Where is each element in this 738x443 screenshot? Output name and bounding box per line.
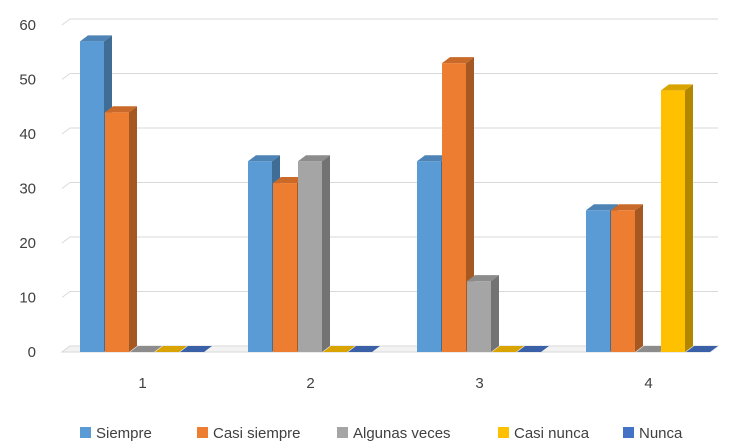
bar-top — [661, 84, 693, 91]
legend-item: Casi siempre — [197, 425, 301, 442]
y-tick-label: 0 — [28, 344, 36, 361]
bar-series-group — [80, 35, 718, 353]
bar-top — [517, 346, 549, 352]
bar-top — [442, 57, 474, 64]
legend-label: Nunca — [639, 425, 683, 442]
bar-top — [586, 204, 618, 211]
y-tick-label: 50 — [19, 72, 36, 89]
bar-side — [491, 275, 499, 352]
gridline-depth — [61, 291, 71, 298]
bar — [155, 346, 187, 352]
y-tick-label: 10 — [19, 290, 36, 307]
bar-front — [105, 112, 129, 352]
bar-front — [661, 90, 685, 353]
gridline-depth — [61, 73, 71, 80]
bar — [611, 204, 643, 352]
bar-side — [129, 106, 137, 352]
bar-top — [348, 346, 380, 352]
y-tick-label: 20 — [19, 235, 36, 252]
bar-top — [180, 346, 212, 352]
bar-side — [685, 84, 693, 353]
legend-item: Nunca — [623, 425, 683, 442]
bar-top — [323, 346, 355, 352]
x-category-label: 1 — [138, 375, 146, 392]
bar — [130, 346, 162, 352]
y-tick-label: 40 — [19, 126, 36, 143]
gridline-depth — [61, 236, 71, 244]
bar-top — [155, 346, 187, 352]
bar — [492, 346, 524, 352]
x-category-label: 3 — [475, 375, 483, 392]
legend-swatch — [337, 427, 348, 438]
bar — [298, 155, 330, 352]
bar-front — [467, 281, 491, 352]
bar-top — [467, 275, 499, 282]
bar — [636, 346, 668, 352]
bar — [323, 346, 355, 352]
bar-side — [322, 155, 330, 352]
legend-label: Algunas veces — [353, 425, 451, 442]
legend-swatch — [80, 427, 91, 438]
y-tick-label: 30 — [19, 181, 36, 198]
bar — [661, 84, 693, 353]
legend-item: Casi nunca — [498, 425, 590, 442]
bar-top — [130, 346, 162, 352]
legend-swatch — [498, 427, 509, 438]
gridline-depth — [61, 182, 71, 189]
legend-label: Casi siempre — [213, 425, 301, 442]
y-axis-tick-labels: 0 10 20 30 40 50 60 — [19, 17, 36, 361]
legend-item: Siempre — [80, 425, 152, 442]
gridline-depth — [61, 127, 71, 135]
x-axis-category-labels: 1 2 3 4 — [138, 375, 652, 392]
legend-swatch — [623, 427, 634, 438]
legend: Siempre Casi siempre Algunas veces Casi nun… — [80, 425, 683, 442]
bar-front — [273, 183, 297, 352]
bar-front — [442, 63, 466, 353]
bar-top — [298, 155, 330, 162]
bar — [686, 346, 718, 352]
bar-front — [586, 210, 610, 352]
gridline-depth — [61, 18, 71, 26]
bar-top — [686, 346, 718, 352]
bar-top — [105, 106, 137, 113]
bar-top — [80, 35, 112, 42]
bar-top — [273, 177, 305, 184]
bar — [105, 106, 137, 352]
bar — [348, 346, 380, 352]
legend-swatch — [197, 427, 208, 438]
y-tick-label: 60 — [19, 17, 36, 34]
bar-front — [417, 161, 441, 352]
bar — [467, 275, 499, 352]
bar-front — [248, 161, 272, 352]
legend-label: Siempre — [96, 425, 152, 442]
bar-top — [492, 346, 524, 352]
bar-top — [611, 204, 643, 211]
bar-top — [417, 155, 449, 162]
bar-front — [298, 161, 322, 352]
bar — [517, 346, 549, 352]
bar — [180, 346, 212, 352]
bar-top — [636, 346, 668, 352]
bar-side — [635, 204, 643, 352]
legend-label: Casi nunca — [514, 425, 590, 442]
x-category-label: 4 — [644, 375, 652, 392]
legend-item: Algunas veces — [337, 425, 451, 442]
bar-front — [80, 41, 104, 352]
bar-front — [611, 210, 635, 352]
bar-top — [248, 155, 280, 162]
gridlines — [61, 18, 718, 353]
x-category-label: 2 — [306, 375, 314, 392]
